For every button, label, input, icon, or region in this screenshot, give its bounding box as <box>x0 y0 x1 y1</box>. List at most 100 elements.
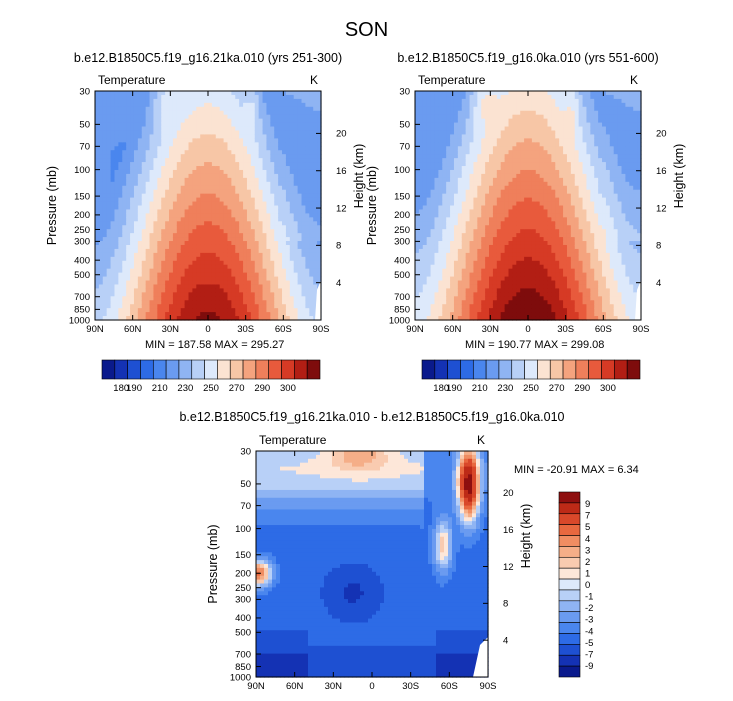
contour-cell <box>489 91 494 96</box>
contour-cell <box>418 292 424 297</box>
contour-cell <box>180 229 186 234</box>
contour-cell <box>481 94 486 100</box>
contour-cell <box>485 134 490 139</box>
contour-cell <box>258 146 264 151</box>
contour-cell <box>508 304 514 309</box>
contour-cell <box>469 130 475 136</box>
contour-cell <box>512 256 517 262</box>
contour-cell <box>133 292 139 297</box>
contour-cell <box>114 312 119 317</box>
contour-cell <box>450 284 455 290</box>
contour-cell <box>204 181 209 187</box>
contour-cell <box>176 256 182 262</box>
contour-cell <box>450 237 455 242</box>
contour-cell <box>153 177 158 183</box>
contour-cell <box>285 201 291 207</box>
contour-cell <box>457 154 463 159</box>
contour-cell <box>485 237 490 242</box>
contour-cell <box>243 304 248 309</box>
contour-cell <box>457 130 463 136</box>
contour-cell <box>512 264 517 270</box>
contour-cell <box>481 126 486 132</box>
contour-cell <box>98 252 104 258</box>
contour-cell <box>305 280 310 286</box>
contour-cell <box>313 158 318 163</box>
contour-cell <box>262 91 268 96</box>
contour-cell <box>180 300 186 305</box>
contour-cell <box>313 169 318 175</box>
contour-cell <box>122 138 127 143</box>
contour-cell <box>297 248 303 254</box>
contour-cell <box>297 229 303 234</box>
contour-cell <box>481 308 486 313</box>
contour-cell <box>157 280 162 286</box>
contour-cell <box>282 201 287 207</box>
contour-cell <box>489 292 494 297</box>
contour-cell <box>258 98 264 104</box>
contour-cell <box>149 221 155 226</box>
contour-cell <box>169 241 174 246</box>
contour-cell <box>141 252 147 258</box>
contour-cell <box>438 312 443 317</box>
contour-cell <box>285 316 291 321</box>
contour-cell <box>172 209 178 214</box>
contour-cell <box>309 114 314 120</box>
contour-cell <box>219 288 225 293</box>
contour-cell <box>293 126 299 132</box>
contour-cell <box>223 304 229 309</box>
contour-cell <box>278 272 283 278</box>
contour-cell <box>450 233 455 238</box>
contour-cell <box>504 252 510 258</box>
contour-cell <box>227 241 232 246</box>
contour-cell <box>149 134 155 139</box>
contour-cell <box>254 173 260 179</box>
contour-cell <box>180 248 186 254</box>
contour-cell <box>239 154 244 159</box>
contour-cell <box>289 118 295 124</box>
contour-cell <box>508 126 514 132</box>
contour-cell <box>133 272 139 278</box>
contour-cell <box>496 91 502 96</box>
contour-cell <box>516 308 521 313</box>
contour-cell <box>297 268 303 274</box>
contour-cell <box>313 221 318 226</box>
contour-cell <box>430 304 436 309</box>
contour-cell <box>418 233 424 238</box>
contour-cell <box>485 154 490 159</box>
contour-cell <box>512 134 517 139</box>
contour-cell <box>301 221 307 226</box>
contour-cell <box>500 169 506 175</box>
contour-cell <box>250 308 256 313</box>
contour-cell <box>297 272 303 278</box>
contour-cell <box>157 252 162 258</box>
contour-cell <box>512 225 517 230</box>
contour-cell <box>184 162 190 167</box>
contour-cell <box>496 102 502 108</box>
contour-cell <box>293 304 299 309</box>
contour-cell <box>145 106 151 112</box>
contour-cell <box>200 185 205 191</box>
contour-cell <box>250 229 256 234</box>
contour-cell <box>165 308 170 313</box>
contour-cell <box>235 185 240 191</box>
contour-cell <box>297 201 303 207</box>
contour-cell <box>422 181 428 187</box>
contour-cell <box>262 94 268 100</box>
contour-cell <box>196 288 201 293</box>
contour-cell <box>126 114 131 120</box>
contour-cell <box>126 181 131 187</box>
contour-cell <box>227 146 232 151</box>
contour-cell <box>453 300 459 305</box>
contour-cell <box>188 154 194 159</box>
contour-cell <box>453 201 459 207</box>
contour-cell <box>102 185 108 191</box>
contour-cell <box>165 181 170 187</box>
contour-cell <box>434 292 439 297</box>
contour-cell <box>219 252 225 258</box>
contour-cell <box>153 126 158 132</box>
contour-cell <box>204 260 209 266</box>
contour-cell <box>266 173 271 179</box>
contour-cell <box>184 296 190 301</box>
contour-cell <box>297 288 303 293</box>
contour-cell <box>215 154 221 159</box>
